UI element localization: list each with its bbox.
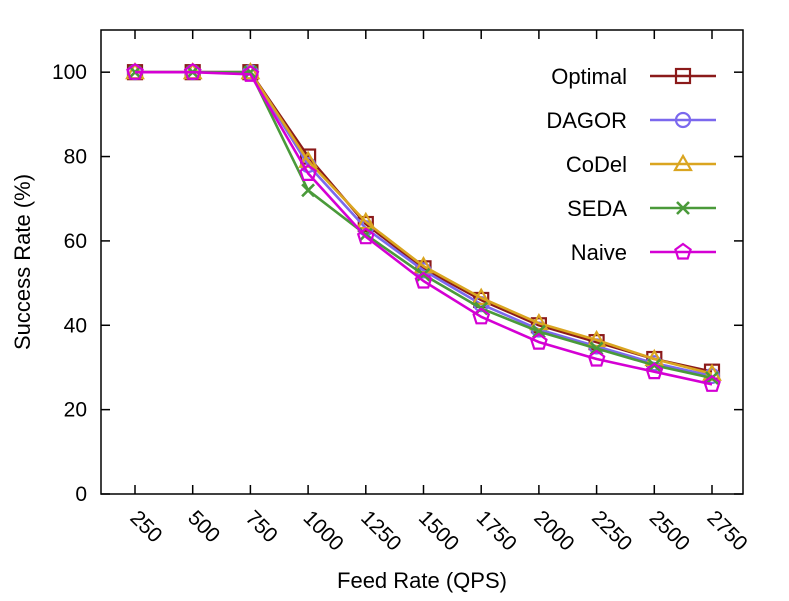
data-point-naive [356, 227, 375, 245]
x-axis-title: Feed Rate (QPS) [337, 568, 507, 593]
legend-label-dagor: DAGOR [546, 108, 627, 133]
series-optimal [126, 64, 721, 380]
series-seda [128, 65, 719, 385]
x-tick-label: 1000 [299, 506, 348, 555]
x-tick-label: 250 [125, 506, 166, 547]
x-tick-label: 2250 [587, 506, 636, 555]
data-point-codel [586, 329, 607, 348]
data-point-naive [126, 62, 144, 80]
y-axis-title: Success Rate (%) [10, 174, 35, 350]
legend-label-optimal: Optimal [551, 64, 627, 89]
x-tick-label: 1250 [356, 506, 405, 555]
legend: Optimal DAGOR CoDel SEDA Naive [546, 64, 716, 265]
data-point-naive [587, 349, 606, 367]
x-tick-label: 1750 [472, 506, 521, 555]
y-tick-label: 0 [75, 483, 87, 506]
legend-marker-dagor [674, 111, 692, 129]
series-line-naive [135, 70, 713, 386]
x-tick-label: 750 [241, 506, 282, 547]
y-tick-label: 20 [64, 399, 87, 422]
y-tick-label: 100 [52, 61, 87, 84]
y-tick-label: 80 [64, 146, 87, 169]
legend-marker-optimal [674, 67, 692, 85]
legend-label-codel: CoDel [566, 152, 627, 177]
x-tick-label: 2500 [645, 506, 694, 555]
data-point-naive [530, 332, 548, 350]
x-tick-label: 1500 [414, 506, 463, 555]
legend-marker-seda [676, 201, 690, 215]
y-tick-label: 60 [64, 230, 87, 253]
series-dagor [126, 64, 721, 384]
data-point-naive [703, 374, 721, 392]
data-point-naive [183, 62, 202, 80]
data-point-seda [301, 183, 316, 198]
legend-marker-codel [673, 153, 693, 172]
x-tick-label: 2750 [702, 506, 751, 555]
data-point-seda [647, 358, 662, 373]
x-tick-label: 2000 [529, 506, 578, 555]
data-point-seda [531, 324, 546, 339]
data-point-codel [471, 287, 492, 305]
data-point-codel [529, 312, 549, 331]
series-naive [126, 62, 721, 392]
data-point-naive [414, 271, 433, 289]
legend-marker-naive [674, 242, 692, 260]
legend-label-naive: Naive [571, 240, 627, 265]
data-point-naive [645, 362, 664, 380]
data-point-seda [705, 371, 719, 385]
x-tick-label: 500 [183, 506, 224, 547]
series-codel [125, 61, 722, 381]
data-point-codel [298, 150, 318, 168]
data-point-naive [299, 164, 317, 181]
data-point-naive [472, 307, 491, 325]
data-point-seda [589, 341, 604, 356]
y-tick-label: 40 [64, 314, 87, 337]
legend-label-seda: SEDA [567, 196, 627, 221]
data-point-naive [241, 64, 260, 82]
plot-frame [100, 29, 744, 495]
